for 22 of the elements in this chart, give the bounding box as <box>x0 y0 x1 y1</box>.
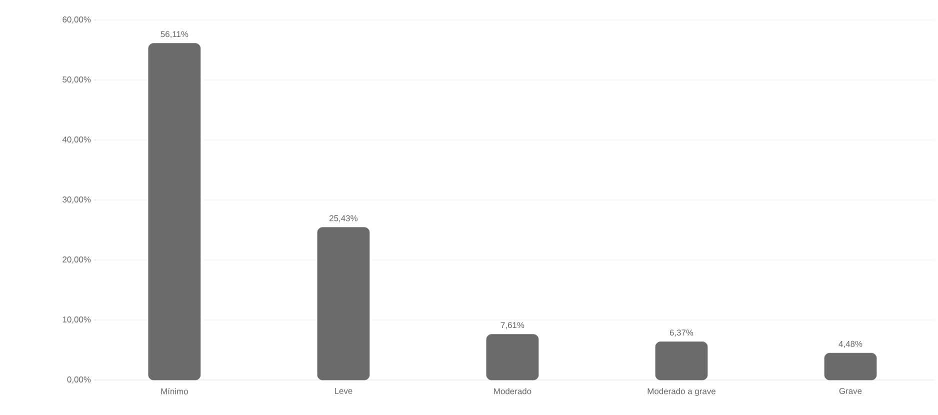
y-tick-label: 10,00% <box>62 316 91 324</box>
data-label: 25,43% <box>330 215 358 222</box>
y-tick-label: 0,00% <box>67 376 91 384</box>
bar <box>486 334 539 380</box>
data-label: 7,61% <box>500 322 524 330</box>
x-tick-label: Moderado a grave <box>648 388 716 396</box>
y-tick-label: 30,00% <box>62 196 91 204</box>
data-label: 4,48% <box>838 340 862 348</box>
bar <box>148 43 201 380</box>
data-label: 6,37% <box>670 330 694 337</box>
x-tick-label: Mínimo <box>161 388 188 394</box>
x-tick-label: Leve <box>334 388 352 394</box>
bar <box>824 352 877 380</box>
x-tick-label: Moderado <box>494 388 532 394</box>
y-tick-label: 40,00% <box>62 136 91 144</box>
y-tick-label: 20,00% <box>62 256 91 264</box>
y-tick-label: 60,00% <box>62 16 91 24</box>
x-tick-label: Grave <box>839 388 862 394</box>
y-tick-label: 50,00% <box>62 76 91 84</box>
bar <box>655 342 708 380</box>
data-label: 56,11% <box>160 31 188 38</box>
bar <box>317 227 370 380</box>
